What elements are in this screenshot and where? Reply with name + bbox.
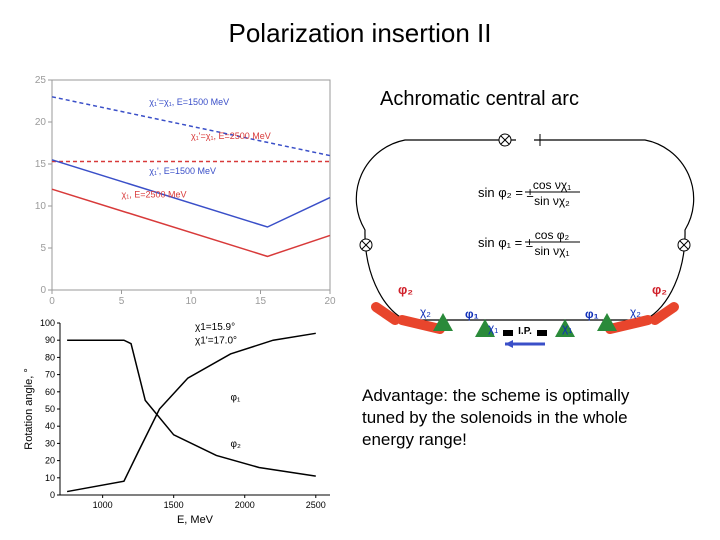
svg-text:70: 70 — [45, 370, 55, 380]
svg-text:χ₁', E=1500 MeV: χ₁', E=1500 MeV — [149, 166, 216, 176]
svg-text:cos νχ₁: cos νχ₁ — [533, 178, 571, 192]
svg-text:χ₁'=χ₁, E=2500 MeV: χ₁'=χ₁, E=2500 MeV — [191, 131, 271, 141]
svg-text:100: 100 — [40, 318, 55, 328]
svg-text:sin φ₁ = ±: sin φ₁ = ± — [478, 235, 533, 250]
svg-text:χ₁: χ₁ — [562, 321, 572, 335]
svg-text:χ₁: χ₁ — [488, 321, 498, 335]
svg-text:χ₁, E=2500 MeV: χ₁, E=2500 MeV — [122, 190, 187, 200]
svg-text:E, MeV: E, MeV — [177, 514, 214, 525]
advantage-text: Advantage: the scheme is optimally tuned… — [362, 385, 672, 451]
svg-text:0: 0 — [49, 296, 55, 307]
svg-text:χ1=15.9°: χ1=15.9° — [195, 322, 235, 333]
svg-text:15: 15 — [35, 159, 47, 170]
svg-text:sin νχ₂: sin νχ₂ — [534, 194, 570, 208]
svg-text:2500: 2500 — [306, 500, 326, 510]
svg-text:5: 5 — [119, 296, 125, 307]
page-title: Polarization insertion II — [0, 18, 720, 49]
svg-text:10: 10 — [35, 201, 47, 212]
svg-text:15: 15 — [255, 296, 267, 307]
svg-text:5: 5 — [40, 243, 46, 254]
svg-text:90: 90 — [45, 335, 55, 345]
svg-text:20: 20 — [324, 296, 336, 307]
svg-text:cos φ₂: cos φ₂ — [535, 228, 570, 242]
svg-text:2000: 2000 — [235, 500, 255, 510]
subtitle: Achromatic central arc — [380, 88, 579, 111]
svg-text:50: 50 — [45, 404, 55, 414]
svg-text:φ₁: φ₁ — [585, 307, 599, 321]
svg-text:φ₂: φ₂ — [652, 282, 667, 297]
chart-top: 0 5 10 15 20 0 5 10 15 20 25 χ₁'=χ₁, E=1500 MeV χ₁'=… — [20, 70, 340, 310]
svg-text:30: 30 — [45, 438, 55, 448]
svg-text:χ₁'=χ₁, E=1500 MeV: χ₁'=χ₁, E=1500 MeV — [149, 97, 229, 107]
svg-text:χ1'=17.0°: χ1'=17.0° — [195, 336, 237, 347]
svg-text:10: 10 — [45, 473, 55, 483]
svg-text:Rotation angle, °: Rotation angle, ° — [23, 368, 35, 449]
svg-text:φ₁: φ₁ — [231, 392, 241, 403]
svg-text:χ₂: χ₂ — [420, 305, 431, 319]
svg-text:80: 80 — [45, 352, 55, 362]
svg-text:φ₂: φ₂ — [231, 439, 241, 450]
svg-text:χ₂: χ₂ — [630, 305, 641, 319]
svg-text:20: 20 — [35, 117, 47, 128]
svg-text:φ₁: φ₁ — [465, 307, 479, 321]
svg-text:25: 25 — [35, 75, 47, 86]
chart-bottom: 0 10 20 30 40 50 60 70 80 90 100 1000 1500 2000 2500 E,… — [20, 315, 340, 525]
svg-text:0: 0 — [40, 285, 46, 296]
svg-text:1500: 1500 — [164, 500, 184, 510]
ring-diagram: sin φ₂ = ±cos νχ₁sin νχ₂sin φ₁ = ±cos φ₂… — [340, 120, 710, 360]
svg-text:60: 60 — [45, 387, 55, 397]
svg-text:40: 40 — [45, 421, 55, 431]
svg-text:1000: 1000 — [93, 500, 113, 510]
svg-text:0: 0 — [50, 490, 55, 500]
svg-text:sin νχ₁: sin νχ₁ — [534, 244, 569, 258]
svg-text:10: 10 — [185, 296, 197, 307]
svg-text:φ₂: φ₂ — [398, 282, 413, 297]
svg-text:20: 20 — [45, 456, 55, 466]
svg-text:I.P.: I.P. — [518, 326, 532, 337]
